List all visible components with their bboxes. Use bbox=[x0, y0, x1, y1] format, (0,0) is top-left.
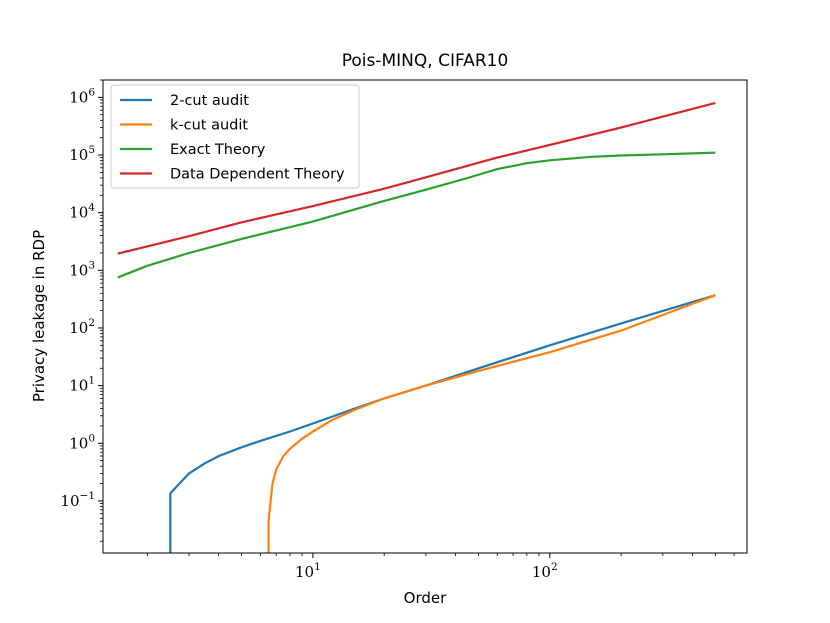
legend-box bbox=[110, 84, 360, 189]
x-tick-label: 102 bbox=[532, 561, 558, 581]
series-line-1 bbox=[169, 294, 716, 553]
y-tick-label: 103 bbox=[69, 259, 95, 279]
x-axis-label: Order bbox=[404, 589, 447, 607]
y-tick-label: 102 bbox=[69, 317, 95, 337]
legend-label: k-cut audit bbox=[170, 118, 248, 134]
y-axis-label: Privacy leakage in RDP bbox=[30, 230, 48, 402]
series-line-3 bbox=[117, 151, 716, 279]
series-line-4 bbox=[117, 101, 716, 255]
x-tick-label: 101 bbox=[295, 561, 321, 581]
series-line-2 bbox=[267, 294, 716, 553]
legend-label: Data Dependent Theory bbox=[170, 167, 345, 183]
legend-label: Exact Theory bbox=[170, 142, 266, 158]
y-tick-label: 106 bbox=[69, 86, 95, 106]
y-tick-label: 105 bbox=[69, 144, 95, 164]
legend: 2-cut audit k-cut audit Exact Theory Data D… bbox=[110, 84, 360, 189]
chart-title: Pois-MINQ, CIFAR10 bbox=[342, 51, 509, 71]
y-tick-label: 101 bbox=[69, 375, 95, 395]
axis-ticks: 101 102 10−1 100 101 102 103 104 105 106 bbox=[60, 79, 735, 581]
plot-frame bbox=[102, 79, 748, 554]
plot-lines bbox=[117, 101, 716, 553]
y-tick-label: 100 bbox=[69, 432, 95, 452]
y-tick-label: 10−1 bbox=[60, 490, 95, 510]
y-tick-label: 104 bbox=[69, 202, 95, 222]
legend-label: 2-cut audit bbox=[170, 93, 249, 109]
